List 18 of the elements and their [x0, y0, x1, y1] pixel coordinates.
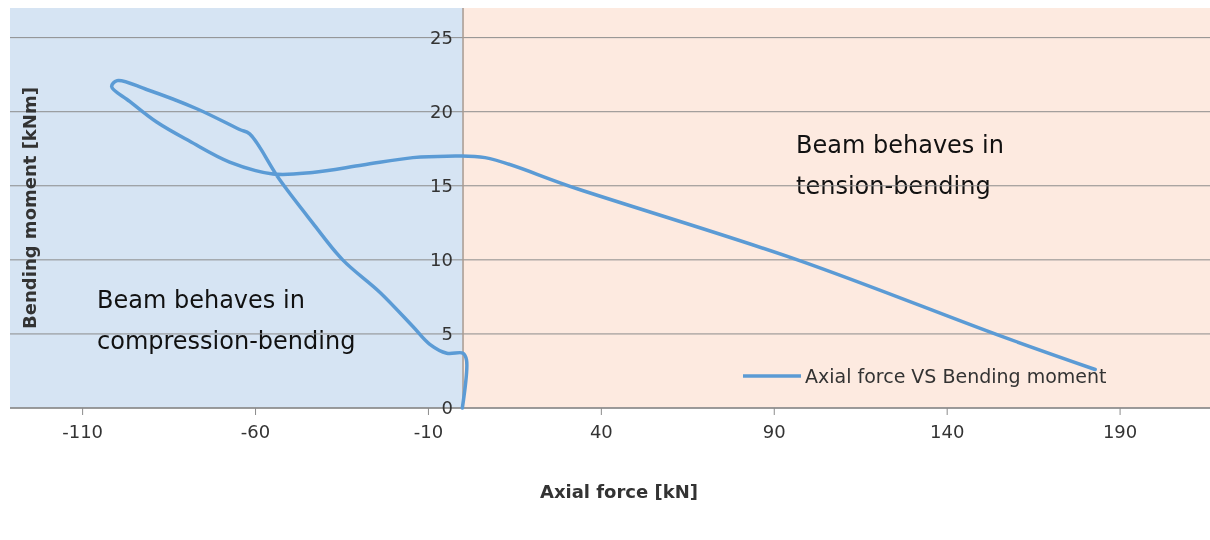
x-tick-label: -60	[240, 421, 271, 442]
y-tick-label: 15	[430, 175, 454, 197]
x-tick-label: -10	[413, 421, 444, 442]
x-tick-label: 40	[589, 421, 613, 442]
x-tick-label: 90	[762, 421, 786, 442]
y-tick-label: 0	[441, 397, 454, 419]
x-axis-title: Axial force [kN]	[539, 481, 699, 502]
x-tick-label: 190	[1102, 421, 1138, 442]
band-label: Beam behaves in compression-bending	[97, 286, 356, 355]
x-tick-label: -110	[62, 421, 104, 442]
x-tick-label: 140	[930, 421, 965, 442]
y-tick-label: 20	[430, 101, 454, 122]
y-tick-label: 5	[441, 323, 454, 345]
y-tick-label: 25	[430, 26, 454, 48]
y-tick-label: 10	[430, 249, 454, 271]
band-label: Beam behaves in tension-bending	[796, 131, 1004, 200]
y-axis-title: Bending moment [kNm]	[19, 87, 40, 329]
legend-label: Axial force VS Bending moment	[805, 364, 1107, 387]
